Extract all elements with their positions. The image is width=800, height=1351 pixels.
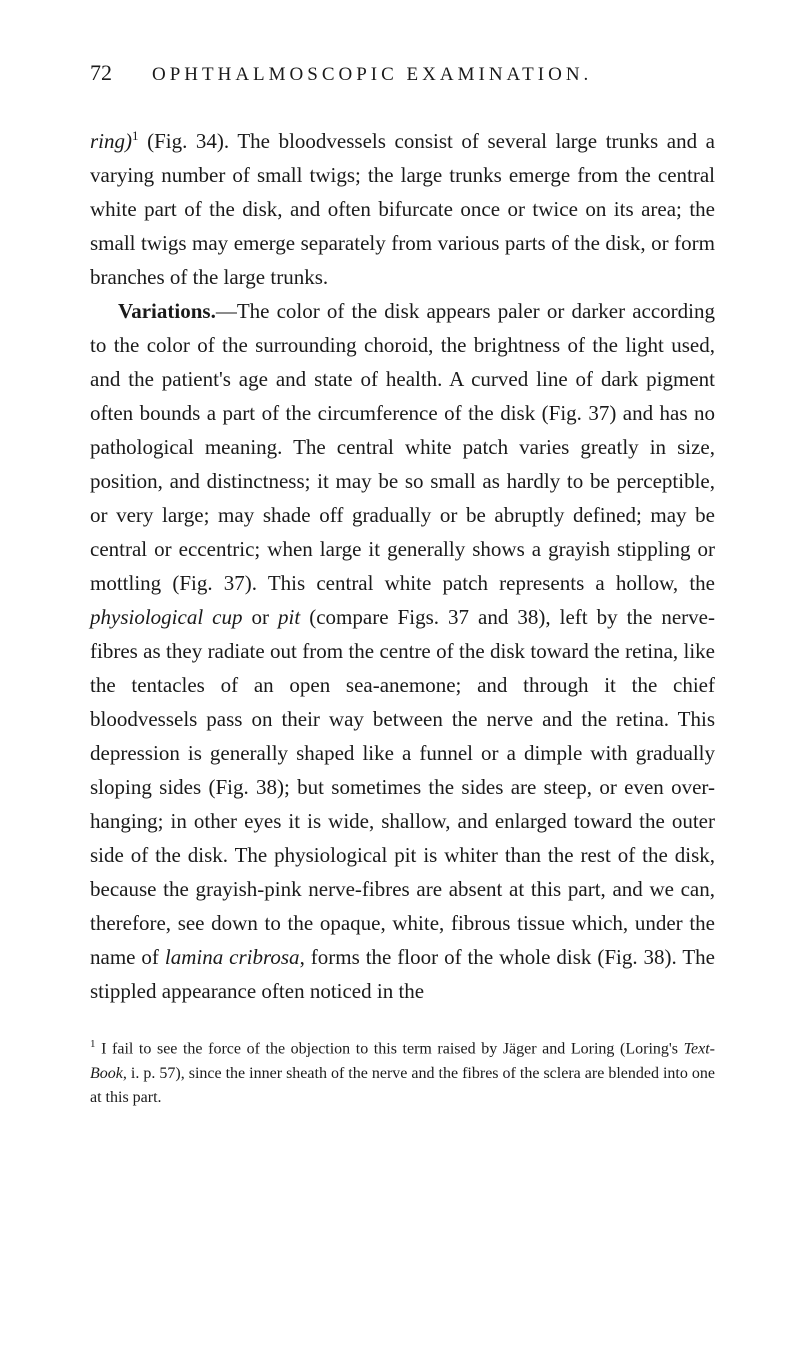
footnote: 1 I fail to see the force of the objecti… bbox=[90, 1036, 715, 1109]
page-number: 72 bbox=[90, 60, 112, 86]
italic-cup: physiological cup bbox=[90, 605, 243, 629]
p2-text-1: —The color of the disk appears paler or … bbox=[90, 299, 715, 595]
italic-pit: pit bbox=[278, 605, 300, 629]
footnote-text-2: , i. p. 57), since the inner sheath of t… bbox=[90, 1065, 715, 1106]
italic-lamina: lamina cribrosa bbox=[165, 945, 300, 969]
p1-text: (Fig. 34). The bloodvessels consist of s… bbox=[90, 129, 715, 289]
p2-text-3: (compare Figs. 37 and 38), left by the n… bbox=[90, 605, 715, 969]
footnote-text-1: I fail to see the force of the objection… bbox=[96, 1041, 684, 1058]
italic-ring: ring) bbox=[90, 129, 132, 153]
chapter-title: OPHTHALMOSCOPIC EXAMINATION. bbox=[152, 64, 592, 86]
p2-text-2: or bbox=[243, 605, 279, 629]
page-header: 72 OPHTHALMOSCOPIC EXAMINATION. bbox=[90, 60, 715, 86]
bold-variations: Variations. bbox=[118, 299, 216, 323]
paragraph-2: Variations.—The color of the disk appear… bbox=[90, 294, 715, 1008]
body-text: ring)1 (Fig. 34). The bloodvessels consi… bbox=[90, 124, 715, 1008]
paragraph-1: ring)1 (Fig. 34). The bloodvessels consi… bbox=[90, 124, 715, 294]
